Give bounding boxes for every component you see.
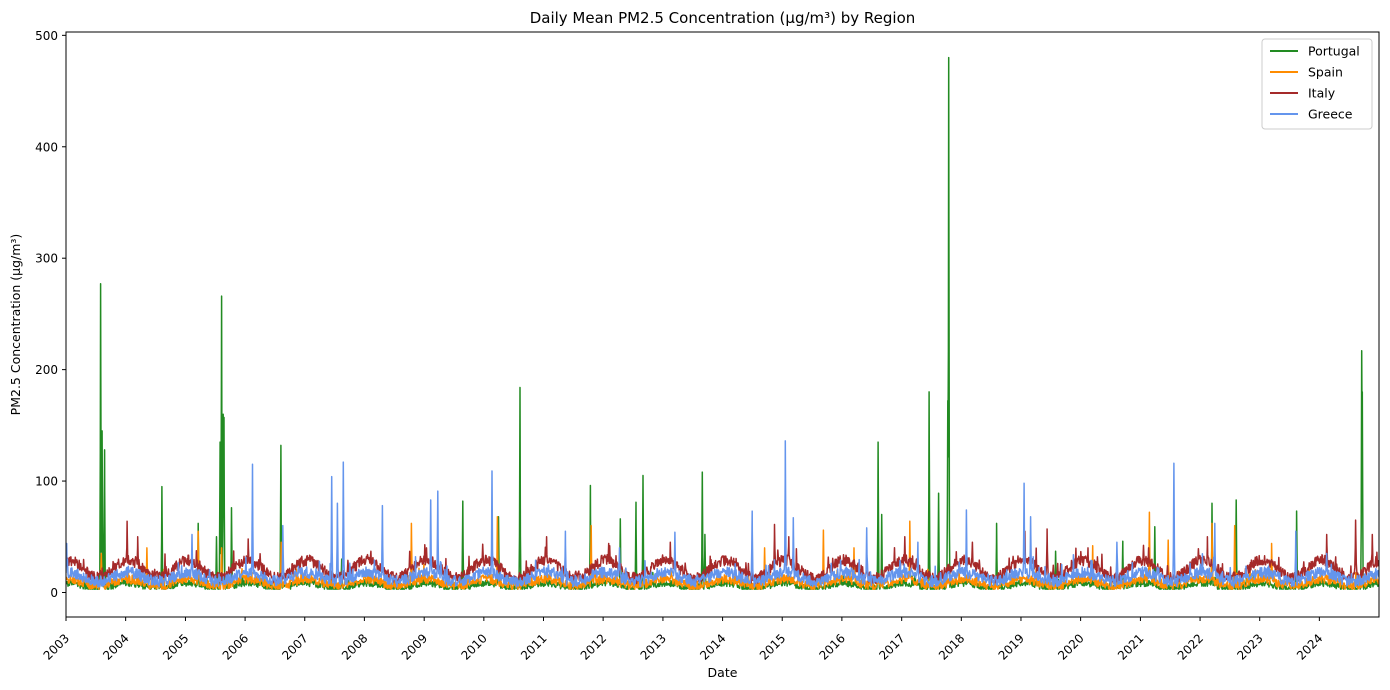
legend: Portugal Spain Italy Greece <box>1261 38 1373 130</box>
y-tick-label: 500 <box>35 29 58 43</box>
legend-box <box>1261 38 1373 130</box>
y-tick-label: 100 <box>35 475 58 489</box>
y-tick-label: 400 <box>35 140 58 154</box>
y-axis-label: PM2.5 Concentration (µg/m³) <box>8 234 23 416</box>
plot-frame <box>65 31 1380 618</box>
legend-label-greece: Greece <box>1308 107 1353 122</box>
chart-title: Daily Mean PM2.5 Concentration (µg/m³) b… <box>530 9 916 27</box>
y-tick-label: 200 <box>35 363 58 377</box>
y-tick-label: 300 <box>35 252 58 266</box>
x-axis-label: Date <box>708 665 738 680</box>
plot-area <box>66 56 1379 590</box>
legend-label-portugal: Portugal <box>1308 44 1360 59</box>
y-axis: 0 100 200 300 400 500 <box>35 29 66 600</box>
series-line-greece <box>66 440 1379 588</box>
legend-label-spain: Spain <box>1308 65 1343 80</box>
legend-label-italy: Italy <box>1308 86 1336 101</box>
y-tick-label: 0 <box>50 586 58 600</box>
